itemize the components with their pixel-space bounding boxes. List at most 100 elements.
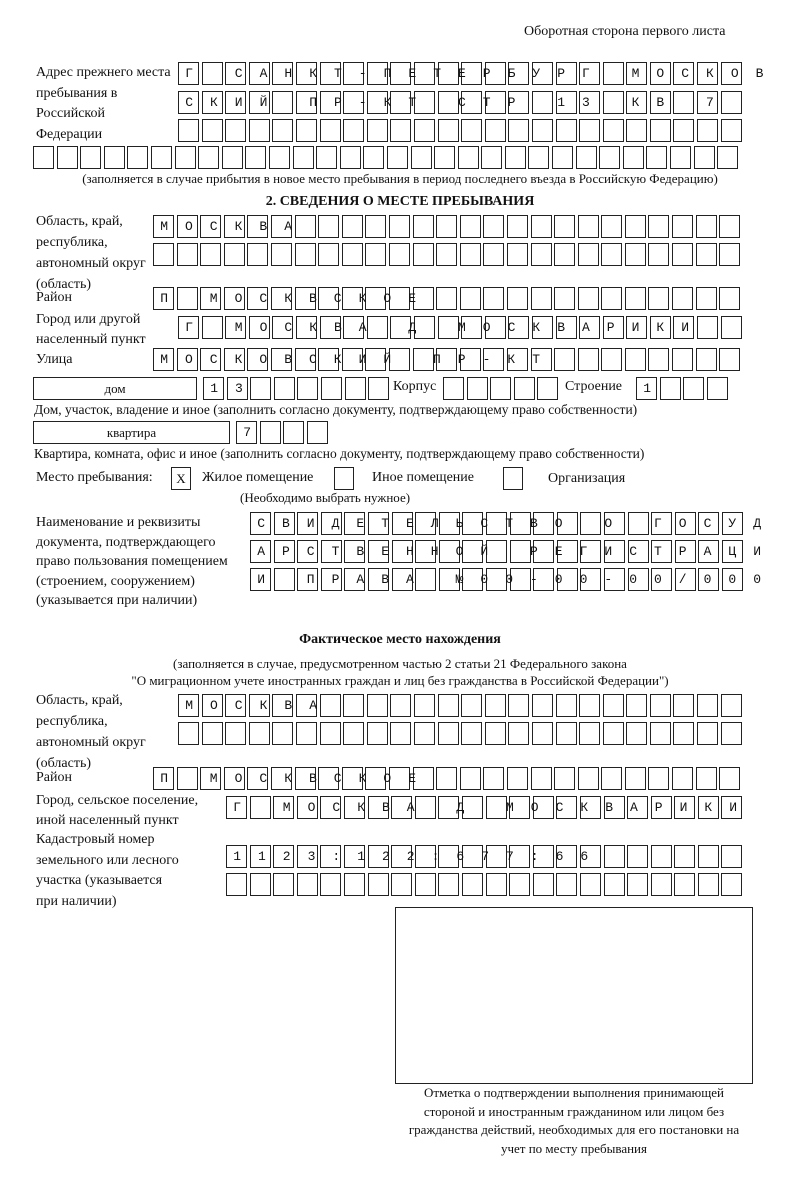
char-cell[interactable] bbox=[601, 215, 623, 238]
char-cell[interactable] bbox=[200, 243, 222, 266]
char-cell[interactable] bbox=[388, 215, 410, 238]
char-cell[interactable] bbox=[248, 91, 270, 114]
char-cell[interactable] bbox=[249, 873, 271, 896]
char-cell[interactable] bbox=[201, 62, 223, 85]
char-cell[interactable] bbox=[530, 348, 552, 371]
char-cell[interactable] bbox=[602, 722, 624, 745]
char-cell[interactable] bbox=[459, 287, 481, 310]
char-cell[interactable] bbox=[555, 62, 577, 85]
char-cell[interactable] bbox=[201, 91, 223, 114]
char-cell[interactable] bbox=[698, 568, 720, 591]
char-cell[interactable] bbox=[366, 62, 388, 85]
char-cell[interactable] bbox=[649, 316, 671, 339]
char-cell[interactable] bbox=[415, 568, 437, 591]
char-cell[interactable] bbox=[223, 243, 245, 266]
char-cell[interactable] bbox=[673, 694, 695, 717]
char-cell[interactable] bbox=[367, 796, 389, 819]
char-cell[interactable] bbox=[483, 287, 505, 310]
char-cell[interactable] bbox=[626, 62, 648, 85]
char-cell[interactable] bbox=[554, 767, 576, 790]
char-cell[interactable] bbox=[697, 722, 719, 745]
char-cell[interactable] bbox=[462, 568, 484, 591]
char-cell[interactable] bbox=[247, 287, 269, 310]
char-cell[interactable] bbox=[438, 568, 460, 591]
char-cell[interactable] bbox=[695, 215, 717, 238]
char-cell[interactable] bbox=[626, 316, 648, 339]
char-cell[interactable] bbox=[528, 146, 550, 169]
char-cell[interactable] bbox=[461, 845, 483, 868]
char-cell[interactable] bbox=[697, 796, 719, 819]
char-cell[interactable] bbox=[436, 767, 458, 790]
char-cell[interactable] bbox=[650, 873, 672, 896]
char-cell[interactable] bbox=[627, 568, 649, 591]
cadastral-row-1[interactable]: 1123:122:677:66 bbox=[226, 845, 745, 868]
char-cell[interactable] bbox=[579, 62, 601, 85]
char-cell[interactable] bbox=[602, 91, 624, 114]
char-cell[interactable] bbox=[248, 62, 270, 85]
char-cell[interactable] bbox=[530, 767, 552, 790]
char-cell[interactable] bbox=[627, 796, 649, 819]
char-cell[interactable] bbox=[367, 873, 389, 896]
char-cell[interactable] bbox=[343, 91, 365, 114]
char-cell[interactable] bbox=[504, 146, 526, 169]
house-number-row[interactable]: 13 bbox=[203, 377, 392, 400]
char-cell[interactable] bbox=[127, 146, 149, 169]
char-cell[interactable] bbox=[198, 146, 220, 169]
previous-address-row-3[interactable] bbox=[178, 119, 744, 142]
char-cell[interactable] bbox=[650, 845, 672, 868]
char-cell[interactable] bbox=[367, 568, 389, 591]
char-cell[interactable] bbox=[484, 722, 506, 745]
char-cell[interactable] bbox=[674, 512, 696, 535]
char-cell[interactable] bbox=[506, 215, 528, 238]
char-cell[interactable] bbox=[697, 119, 719, 142]
char-cell[interactable] bbox=[412, 767, 434, 790]
char-cell[interactable] bbox=[602, 694, 624, 717]
char-cell[interactable] bbox=[250, 512, 271, 535]
char-cell[interactable] bbox=[484, 694, 506, 717]
char-cell[interactable] bbox=[636, 377, 657, 400]
char-cell[interactable] bbox=[674, 796, 696, 819]
char-cell[interactable] bbox=[56, 146, 78, 169]
char-cell[interactable] bbox=[531, 62, 553, 85]
char-cell[interactable] bbox=[247, 767, 269, 790]
char-cell[interactable] bbox=[673, 91, 695, 114]
char-cell[interactable] bbox=[721, 512, 743, 535]
char-cell[interactable] bbox=[721, 796, 743, 819]
char-cell[interactable] bbox=[719, 243, 741, 266]
char-cell[interactable] bbox=[506, 348, 528, 371]
char-cell[interactable] bbox=[249, 796, 271, 819]
char-cell[interactable] bbox=[319, 62, 341, 85]
char-cell[interactable] bbox=[556, 796, 578, 819]
char-cell[interactable] bbox=[320, 845, 342, 868]
char-cell[interactable] bbox=[176, 287, 198, 310]
char-cell[interactable] bbox=[320, 377, 342, 400]
char-cell[interactable] bbox=[651, 512, 673, 535]
char-cell[interactable] bbox=[554, 215, 576, 238]
char-cell[interactable] bbox=[556, 845, 578, 868]
char-cell[interactable] bbox=[484, 316, 506, 339]
char-cell[interactable] bbox=[531, 119, 553, 142]
char-cell[interactable] bbox=[176, 348, 198, 371]
char-cell[interactable] bbox=[627, 845, 649, 868]
char-cell[interactable] bbox=[176, 767, 198, 790]
char-cell[interactable] bbox=[438, 796, 460, 819]
char-cell[interactable] bbox=[697, 62, 719, 85]
char-cell[interactable] bbox=[555, 91, 577, 114]
char-cell[interactable] bbox=[438, 512, 460, 535]
char-cell[interactable] bbox=[297, 377, 319, 400]
char-cell[interactable] bbox=[272, 694, 294, 717]
char-cell[interactable] bbox=[390, 694, 412, 717]
char-cell[interactable] bbox=[457, 146, 479, 169]
char-cell[interactable] bbox=[363, 146, 385, 169]
char-cell[interactable] bbox=[601, 767, 623, 790]
char-cell[interactable] bbox=[247, 243, 269, 266]
char-cell[interactable] bbox=[579, 873, 601, 896]
char-cell[interactable] bbox=[344, 512, 366, 535]
char-cell[interactable] bbox=[225, 694, 247, 717]
char-cell[interactable] bbox=[225, 62, 247, 85]
char-cell[interactable] bbox=[294, 215, 316, 238]
char-cell[interactable] bbox=[648, 215, 670, 238]
char-cell[interactable] bbox=[365, 767, 387, 790]
char-cell[interactable] bbox=[693, 146, 715, 169]
previous-address-row-1[interactable]: Г САНКТ-ПЕТЕРБУРГ МОСКОВ bbox=[178, 62, 763, 85]
